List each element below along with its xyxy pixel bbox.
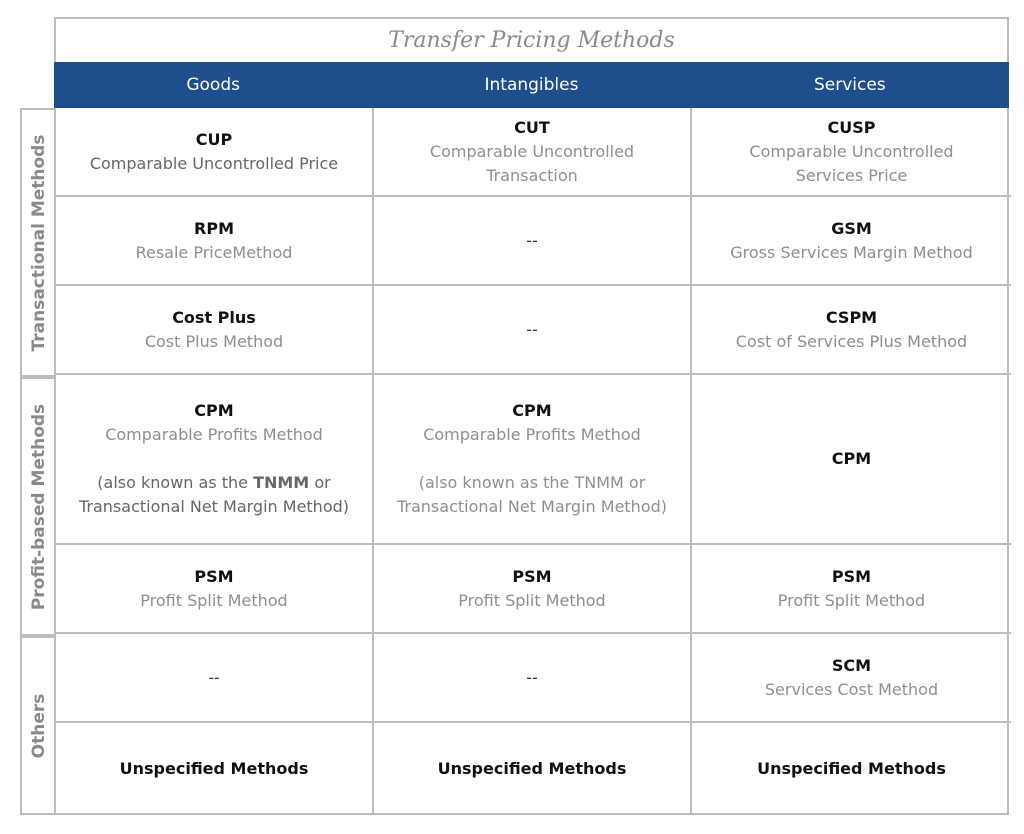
method-abbr: CPM bbox=[194, 401, 234, 420]
method-abbr: CSPM bbox=[825, 307, 878, 327]
cell-services-gsm: GSM Gross Services Margin Method bbox=[692, 197, 1011, 286]
cell-intangibles-empty: -- bbox=[374, 286, 692, 375]
cell-intangibles-psm: PSM Profit Split Method bbox=[374, 545, 692, 634]
group-others: Others bbox=[20, 636, 55, 815]
method-abbr: CUSP bbox=[827, 117, 876, 137]
table-title: Transfer Pricing Methods bbox=[54, 17, 1009, 62]
method-abbr: SCM bbox=[831, 655, 872, 675]
method-desc-line2: Transaction bbox=[486, 165, 578, 185]
method-abbr: CPM bbox=[831, 449, 872, 468]
method-desc-line1: Comparable Uncontrolled bbox=[429, 141, 635, 161]
cell-goods-psm: PSM Profit Split Method bbox=[56, 545, 374, 634]
cell-goods-cost-plus: Cost Plus Cost Plus Method bbox=[56, 286, 374, 375]
method-abbr: GSM bbox=[831, 218, 872, 238]
note-prefix: (also known as the bbox=[97, 473, 254, 492]
cell-goods-empty: -- bbox=[56, 634, 374, 723]
method-note-line1: (also known as the TNMM or bbox=[97, 471, 330, 495]
column-header-goods: Goods bbox=[186, 75, 240, 95]
cell-services-cspm: CSPM Cost of Services Plus Method bbox=[692, 286, 1011, 375]
method-abbr: CUT bbox=[514, 117, 550, 137]
method-abbr: PSM bbox=[194, 566, 234, 586]
method-abbr: Cost Plus bbox=[172, 307, 256, 327]
method-abbr: CPM bbox=[512, 401, 552, 420]
cell-services-psm: PSM Profit Split Method bbox=[692, 545, 1011, 634]
method-desc: Profit Split Method bbox=[458, 590, 606, 610]
column-header-bar: Goods Intangibles Services bbox=[54, 62, 1009, 108]
cell-services-cpm: CPM bbox=[692, 375, 1011, 545]
method-abbr: Unspecified Methods bbox=[119, 759, 309, 778]
method-note-line1: (also known as the TNMM or bbox=[418, 473, 646, 492]
cell-services-cusp: CUSP Comparable Uncontrolled Services Pr… bbox=[692, 108, 1011, 197]
column-header-services: Services bbox=[813, 75, 886, 95]
method-note-line2: Transactional Net Margin Method) bbox=[396, 497, 668, 516]
method-desc: Profit Split Method bbox=[140, 590, 288, 610]
cell-goods-rpm: RPM Resale PriceMethod bbox=[56, 197, 374, 286]
method-desc: Cost of Services Plus Method bbox=[735, 331, 968, 351]
method-desc: Gross Services Margin Method bbox=[730, 242, 973, 262]
note-suffix: or bbox=[309, 473, 331, 492]
method-abbr: CUP bbox=[195, 129, 233, 149]
group-label-others: Others bbox=[28, 693, 49, 758]
cell-intangibles-empty: -- bbox=[374, 197, 692, 286]
method-note-line2: Transactional Net Margin Method) bbox=[78, 497, 350, 516]
group-label-transactional: Transactional Methods bbox=[28, 134, 49, 351]
empty-dash: -- bbox=[526, 668, 538, 687]
cell-intangibles-cut: CUT Comparable Uncontrolled Transaction bbox=[374, 108, 692, 197]
cell-intangibles-unspecified: Unspecified Methods bbox=[374, 723, 692, 815]
method-abbr: Unspecified Methods bbox=[757, 759, 946, 778]
note-tnmm: TNMM bbox=[253, 473, 310, 492]
method-desc: Comparable Profits Method bbox=[105, 425, 323, 444]
method-desc-line2: Services Price bbox=[795, 165, 908, 185]
column-header-intangibles: Intangibles bbox=[484, 75, 579, 95]
cell-intangibles-empty: -- bbox=[374, 634, 692, 723]
group-label-profit-based: Profit-based Methods bbox=[28, 403, 49, 610]
method-desc: Profit Split Method bbox=[777, 590, 926, 610]
method-desc: Comparable Uncontrolled Price bbox=[89, 153, 339, 173]
cell-intangibles-cpm: CPM Comparable Profits Method (also know… bbox=[374, 375, 692, 545]
method-desc-line1: Comparable Uncontrolled bbox=[749, 141, 954, 161]
empty-dash: -- bbox=[208, 668, 220, 687]
cell-services-unspecified: Unspecified Methods bbox=[692, 723, 1011, 815]
group-transactional-methods: Transactional Methods bbox=[20, 108, 55, 377]
cell-goods-unspecified: Unspecified Methods bbox=[56, 723, 374, 815]
method-abbr: Unspecified Methods bbox=[437, 759, 627, 778]
method-desc: Resale PriceMethod bbox=[135, 242, 293, 262]
methods-grid: CUP Comparable Uncontrolled Price CUT Co… bbox=[54, 108, 1011, 815]
method-desc: Cost Plus Method bbox=[144, 331, 284, 351]
method-desc: Services Cost Method bbox=[764, 679, 939, 699]
group-profit-based-methods: Profit-based Methods bbox=[20, 377, 55, 636]
cell-services-scm: SCM Services Cost Method bbox=[692, 634, 1011, 723]
method-abbr: RPM bbox=[194, 218, 234, 238]
cell-goods-cup: CUP Comparable Uncontrolled Price bbox=[56, 108, 374, 197]
cell-goods-cpm: CPM Comparable Profits Method (also know… bbox=[56, 375, 374, 545]
empty-dash: -- bbox=[526, 231, 538, 250]
method-desc: Comparable Profits Method bbox=[423, 425, 641, 444]
method-abbr: PSM bbox=[831, 566, 872, 586]
empty-dash: -- bbox=[526, 320, 538, 339]
method-abbr: PSM bbox=[512, 566, 552, 586]
